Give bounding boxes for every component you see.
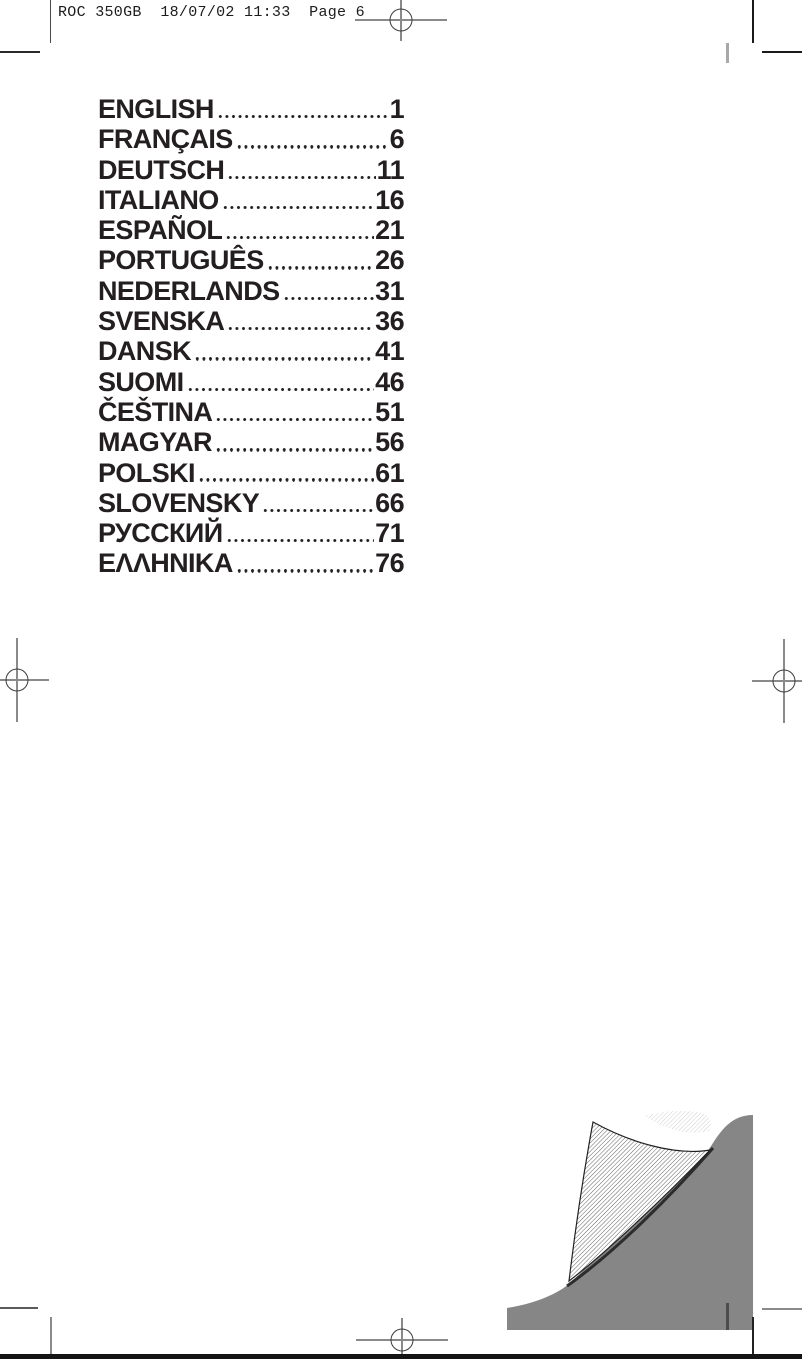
toc-entry: POLSKI 61 — [98, 457, 405, 488]
toc-entry: ΕΛΛΗΝΙΚΑ 76 — [98, 548, 405, 579]
toc-entry: ESPAÑOL 21 — [98, 215, 405, 246]
toc-entry-label: DEUTSCH — [98, 154, 225, 185]
toc-leader-dots — [225, 539, 375, 543]
toc-entry-label: DANSK — [98, 336, 192, 367]
registration-mark-icon — [752, 639, 802, 723]
page-curl-faint-hatch — [645, 1110, 711, 1133]
toc-entry: MAGYAR 56 — [98, 427, 405, 458]
toc-leader-dots — [235, 145, 389, 149]
toc-entry-page: 56 — [375, 427, 404, 458]
proof-header-line: ROC 350GB 18/07/02 11:33 Page 6 — [58, 4, 365, 21]
toc-leader-dots — [186, 387, 375, 391]
toc-leader-dots — [282, 296, 375, 301]
toc-entry-page: 61 — [375, 457, 404, 488]
toc-entry-label: ČEŠTINA — [98, 396, 213, 427]
toc-entry-label: ESPAÑOL — [98, 215, 223, 246]
toc-entry: РУССКИЙ 71 — [98, 518, 405, 549]
crop-mark-top-left-horizontal — [0, 51, 40, 53]
toc-entry: SUOMI 46 — [98, 366, 405, 397]
toc-entry-label: NEDERLANDS — [98, 275, 280, 306]
toc-entry-page: 66 — [375, 487, 404, 518]
toc-leader-dots — [194, 357, 375, 361]
toc-entry-page: 1 — [389, 94, 405, 124]
registration-mark-circle — [389, 8, 413, 32]
page-curl-corner-hatch — [568, 1121, 712, 1283]
toc-entry-page: 36 — [375, 306, 404, 337]
toc-entry-label: POLSKI — [98, 457, 196, 488]
registration-mark-icon — [356, 1318, 448, 1359]
crop-mark-bottom-right-horizontal — [762, 1308, 802, 1310]
toc-entry-label: SUOMI — [98, 366, 184, 397]
toc-leader-dots — [214, 448, 375, 452]
toc-entry-label: ITALIANO — [98, 184, 219, 215]
registration-mark-circle — [5, 668, 29, 692]
crop-mark-top-right-gray-tick — [726, 43, 729, 63]
toc-entry: DANSK 41 — [98, 336, 405, 367]
toc-entry: SLOVENSKY 66 — [98, 487, 405, 518]
toc-entry-label: ENGLISH — [98, 94, 214, 124]
toc-entry-label: ΕΛΛΗΝΙΚΑ — [98, 548, 233, 579]
page-curl-fold-shadow — [566, 1147, 715, 1288]
toc-leader-dots — [266, 266, 375, 270]
toc-entry: DEUTSCH 11 — [98, 154, 405, 185]
toc-entry-page: 26 — [375, 245, 404, 276]
registration-mark-circle — [772, 669, 796, 693]
toc-entry: FRANÇAIS 6 — [98, 124, 405, 155]
crop-mark-top-left-vertical — [49, 0, 52, 43]
toc-entry-page: 11 — [376, 154, 405, 185]
toc-entry-page: 6 — [389, 124, 405, 155]
crop-mark-bottom-left-vertical — [49, 1317, 52, 1355]
toc-entry-page: 46 — [375, 366, 404, 397]
registration-mark-circle — [390, 1328, 414, 1352]
toc-entry-label: PORTUGUÊS — [98, 245, 264, 276]
toc-entry-page: 16 — [375, 184, 404, 215]
toc-leader-dots — [197, 478, 375, 482]
toc-leader-dots — [216, 114, 389, 119]
toc-entry-page: 41 — [375, 336, 404, 367]
toc-leader-dots — [227, 326, 375, 331]
toc-leader-dots — [235, 569, 375, 573]
crop-mark-bottom-right-vertical — [752, 1317, 754, 1355]
toc-entry-label: РУССКИЙ — [98, 518, 223, 549]
toc-entry-page: 21 — [375, 215, 404, 246]
toc-entry-label: SVENSKA — [98, 306, 225, 337]
toc-leader-dots — [227, 175, 376, 179]
toc-entry: ITALIANO 16 — [98, 184, 405, 215]
toc-entry: ENGLISH 1 — [98, 94, 405, 124]
toc-entry: NEDERLANDS 31 — [98, 275, 405, 306]
toc-entry: PORTUGUÊS 26 — [98, 245, 405, 276]
toc-entry-page: 31 — [375, 275, 404, 306]
crop-mark-bottom-left-horizontal — [0, 1307, 38, 1309]
language-toc-list: ENGLISH 1 FRANÇAIS 6 DEUTSCH 11 ITALIANO… — [98, 94, 405, 579]
registration-mark-icon — [0, 638, 49, 722]
toc-entry-label: FRANÇAIS — [98, 124, 233, 155]
toc-leader-dots — [225, 236, 375, 240]
toc-entry-label: SLOVENSKY — [98, 487, 260, 518]
toc-entry-label: MAGYAR — [98, 427, 213, 458]
toc-entry-page: 76 — [375, 548, 404, 579]
toc-entry-page: 51 — [375, 396, 404, 427]
toc-leader-dots — [262, 508, 375, 513]
toc-leader-dots — [221, 205, 375, 210]
toc-entry-page: 71 — [375, 518, 404, 549]
crop-mark-top-right-vertical — [752, 0, 754, 43]
toc-entry: SVENSKA 36 — [98, 306, 405, 337]
toc-leader-dots — [215, 417, 375, 422]
crop-mark-top-right-horizontal — [762, 51, 802, 53]
registration-mark-icon — [355, 0, 447, 41]
toc-entry: ČEŠTINA 51 — [98, 396, 405, 427]
bottom-press-bar — [0, 1354, 802, 1359]
page-curl-illustration — [507, 1110, 753, 1330]
